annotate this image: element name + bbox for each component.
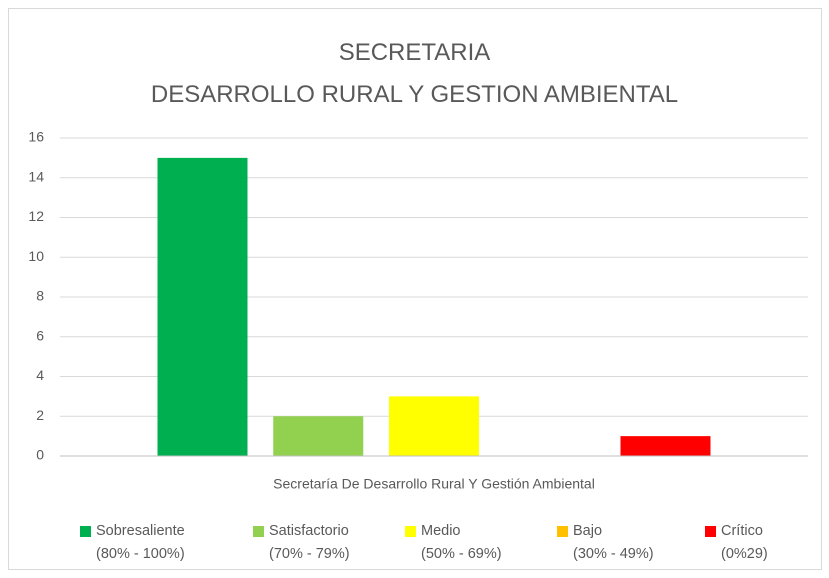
legend-label: Satisfactorio (70% - 79%)	[269, 523, 350, 562]
bar	[620, 436, 711, 456]
legend-label: Crítico (0%29)	[721, 523, 768, 562]
y-tick-label: 4	[36, 367, 44, 383]
legend-swatch	[253, 526, 264, 537]
bar	[273, 416, 364, 456]
legend-swatch	[705, 526, 716, 537]
y-tick-label: 14	[28, 168, 44, 184]
legend-label: Sobresaliente (80% - 100%)	[96, 523, 185, 562]
legend-label: Bajo (30% - 49%)	[573, 523, 654, 562]
y-tick-label: 2	[36, 407, 44, 423]
y-tick-label: 8	[36, 288, 44, 304]
y-tick-label: 6	[36, 327, 44, 343]
y-tick-label: 0	[36, 447, 44, 463]
y-tick-label: 12	[28, 208, 44, 224]
legend-swatch	[557, 526, 568, 537]
legend-swatch	[80, 526, 91, 537]
y-tick-label: 10	[28, 248, 44, 264]
chart-title: SECRETARIA DESARROLLO RURAL Y GESTION AM…	[150, 39, 679, 108]
bar	[389, 396, 479, 456]
legend-label: Medio (50% - 69%)	[421, 523, 502, 562]
legend-swatch	[405, 526, 416, 537]
y-tick-label: 16	[28, 129, 44, 145]
x-tick-label: Secretaría De Desarrollo Rural Y Gestión…	[273, 476, 595, 492]
chart-border	[8, 8, 822, 570]
bar	[157, 157, 248, 456]
